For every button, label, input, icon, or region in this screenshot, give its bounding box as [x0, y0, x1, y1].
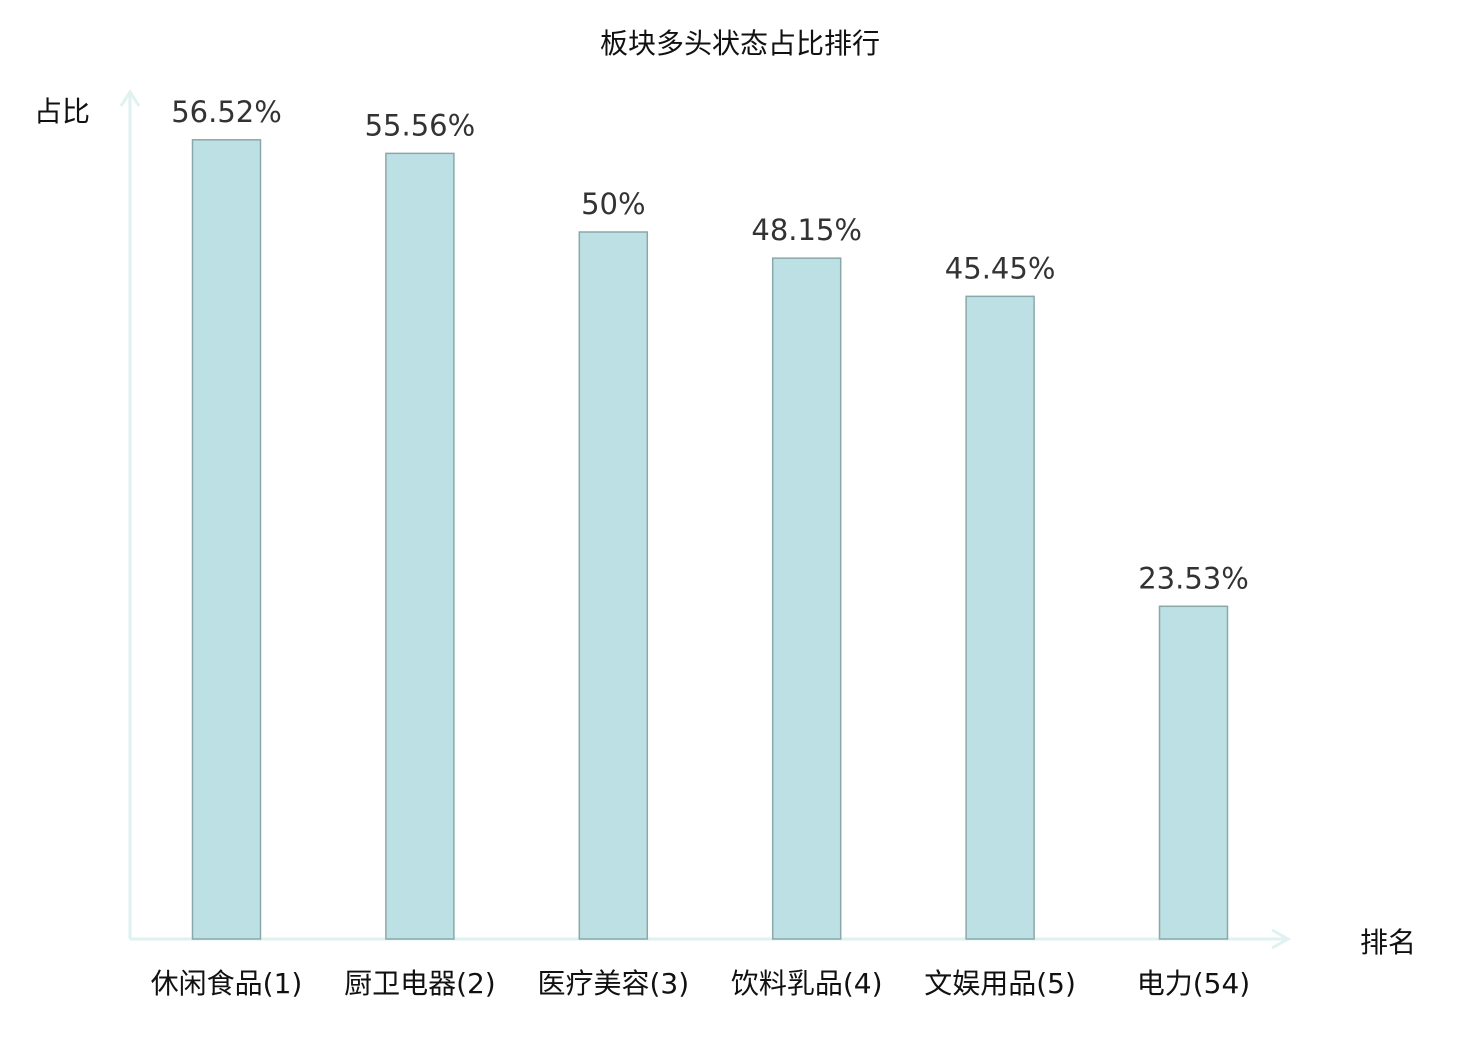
data-label: 55.56%: [365, 108, 476, 142]
x-axis-label: 排名: [1360, 926, 1416, 959]
category-tick-label: 厨卫电器(2): [344, 967, 496, 1000]
bar: [771, 257, 842, 940]
data-label: 48.15%: [751, 213, 862, 247]
bar: [965, 295, 1035, 940]
category-tick-label: 休闲食品(1): [151, 967, 303, 1000]
category-tick-label: 电力(54): [1137, 967, 1250, 1000]
category-tick-label: 医疗美容(3): [537, 967, 689, 1000]
y-axis-label: 占比: [34, 95, 90, 128]
data-label: 56.52%: [171, 95, 282, 129]
data-label: 45.45%: [945, 251, 1056, 285]
bar: [191, 139, 262, 940]
bar: [578, 231, 649, 940]
x-axis-arrow-icon: [1271, 928, 1292, 950]
bar: [1158, 605, 1229, 940]
data-label: 50%: [581, 187, 645, 221]
category-tick-label: 饮料乳品(4): [731, 967, 883, 1000]
bar: [385, 152, 455, 940]
category-tick-label: 文娱用品(5): [924, 967, 1076, 1000]
chart-title: 板块多头状态占比排行: [600, 27, 880, 60]
data-label: 23.53%: [1138, 561, 1249, 595]
y-axis-arrow-icon: [119, 89, 141, 107]
